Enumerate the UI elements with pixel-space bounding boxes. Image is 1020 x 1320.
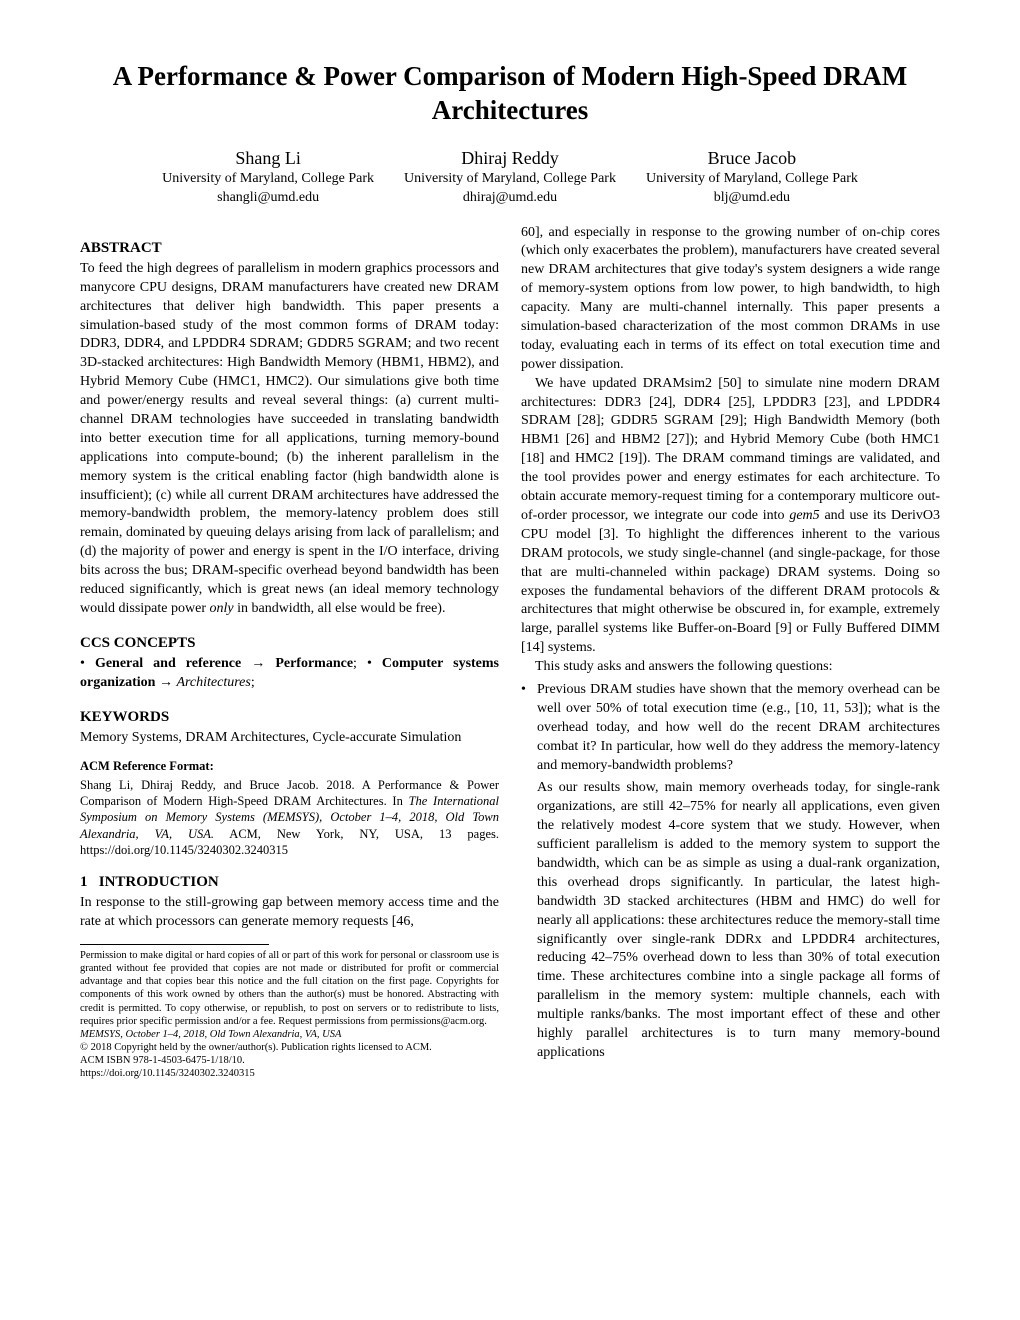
acm-ref-heading: ACM Reference Format:: [80, 758, 499, 775]
bullet-para-b: As our results show, main memory overhea…: [537, 779, 940, 1062]
ccs-text: • General and reference → Performance; •…: [80, 655, 499, 693]
copyright-line: © 2018 Copyright held by the owner/autho…: [80, 1041, 499, 1054]
isbn-line: ACM ISBN 978-1-4503-6475-1/18/10.: [80, 1054, 499, 1067]
two-column-body: ABSTRACT To feed the high degrees of par…: [80, 224, 940, 1081]
left-column: ABSTRACT To feed the high degrees of par…: [80, 224, 499, 1081]
abstract-text: To feed the high degrees of parallelism …: [80, 260, 499, 619]
author-affil: University of Maryland, College Park: [404, 170, 616, 189]
author-email: shangli@umd.edu: [162, 189, 374, 208]
author-affil: University of Maryland, College Park: [162, 170, 374, 189]
bullet-text: Previous DRAM studies have shown that th…: [537, 681, 940, 1063]
conference-line: MEMSYS, October 1–4, 2018, Old Town Alex…: [80, 1028, 499, 1041]
section-number: 1: [80, 874, 88, 890]
right-column: 60], and especially in response to the g…: [521, 224, 940, 1081]
author-3: Bruce Jacob University of Maryland, Coll…: [646, 146, 858, 208]
section-title-text: INTRODUCTION: [99, 874, 219, 890]
abstract-heading: ABSTRACT: [80, 238, 499, 258]
author-name: Bruce Jacob: [646, 146, 858, 170]
right-para-2: We have updated DRAMsim2 [50] to simulat…: [521, 375, 940, 658]
permission-text: Permission to make digital or hard copie…: [80, 949, 499, 1028]
authors-row: Shang Li University of Maryland, College…: [80, 146, 940, 208]
author-name: Shang Li: [162, 146, 374, 170]
right-para-3: This study asks and answers the followin…: [521, 658, 940, 677]
author-2: Dhiraj Reddy University of Maryland, Col…: [404, 146, 616, 208]
author-email: blj@umd.edu: [646, 189, 858, 208]
bullet-para-a: Previous DRAM studies have shown that th…: [537, 681, 940, 775]
bullet-marker: •: [521, 681, 537, 1063]
doi-line: https://doi.org/10.1145/3240302.3240315: [80, 1067, 499, 1080]
ccs-heading: CCS CONCEPTS: [80, 633, 499, 653]
keywords-heading: KEYWORDS: [80, 707, 499, 727]
author-affil: University of Maryland, College Park: [646, 170, 858, 189]
author-1: Shang Li University of Maryland, College…: [162, 146, 374, 208]
keywords-text: Memory Systems, DRAM Architectures, Cycl…: [80, 729, 499, 748]
acm-ref-text: Shang Li, Dhiraj Reddy, and Bruce Jacob.…: [80, 777, 499, 858]
intro-para: In response to the still-growing gap bet…: [80, 894, 499, 932]
intro-heading: 1 INTRODUCTION: [80, 872, 499, 892]
right-para-1: 60], and especially in response to the g…: [521, 224, 940, 375]
paper-title: A Performance & Power Comparison of Mode…: [80, 60, 940, 128]
author-email: dhiraj@umd.edu: [404, 189, 616, 208]
bullet-item: • Previous DRAM studies have shown that …: [521, 681, 940, 1063]
author-name: Dhiraj Reddy: [404, 146, 616, 170]
bullet-list: • Previous DRAM studies have shown that …: [521, 681, 940, 1063]
footer-divider: [80, 944, 269, 945]
